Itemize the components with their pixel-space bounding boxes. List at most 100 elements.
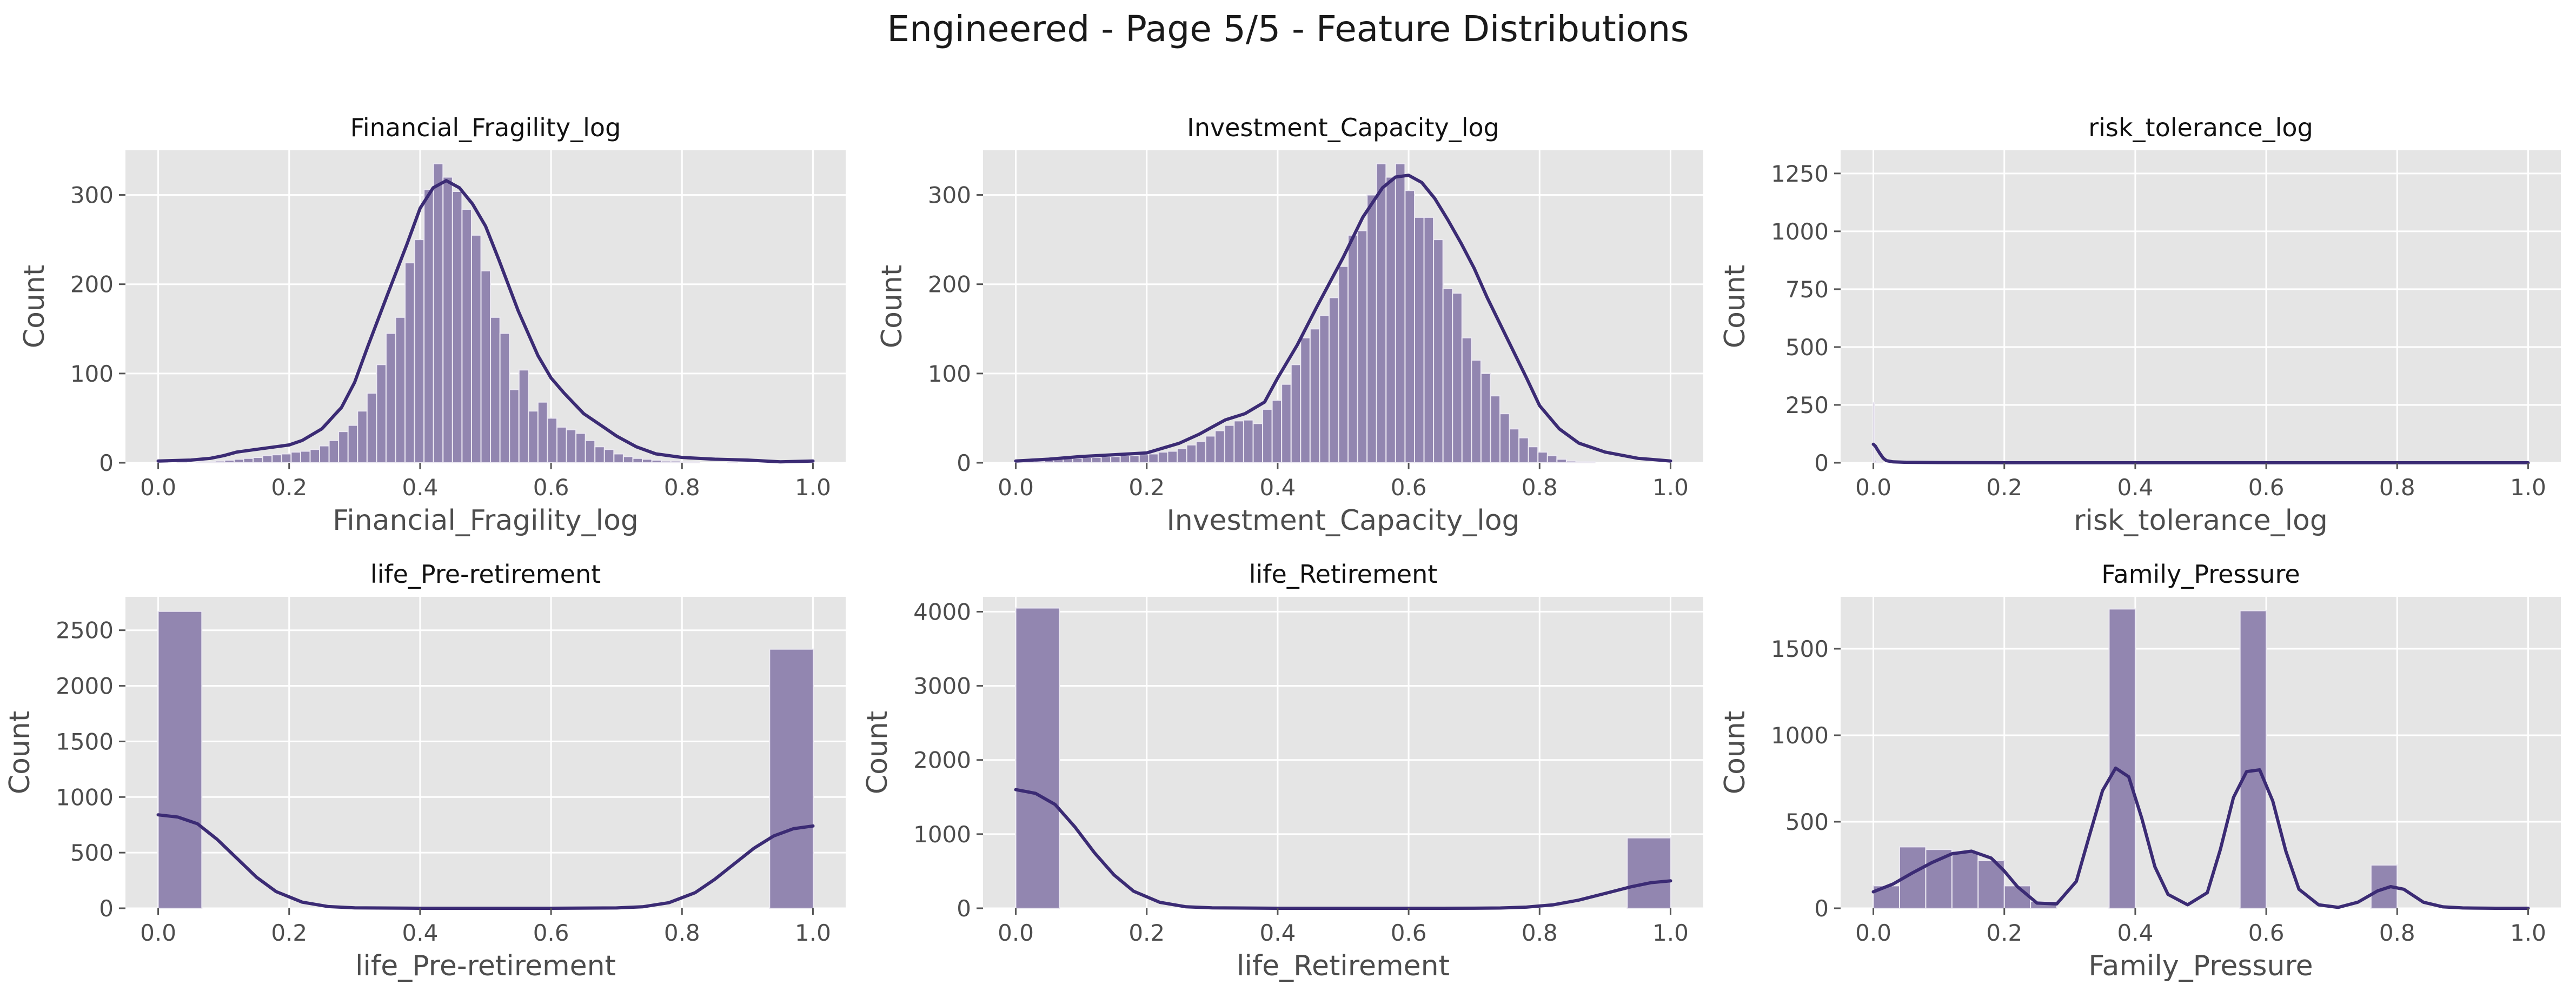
x-tick-label: 0.4 xyxy=(402,920,439,946)
x-tick-label: 0.4 xyxy=(402,474,439,501)
histogram-bar xyxy=(689,461,700,464)
histogram-bar xyxy=(1252,423,1264,464)
histogram-bar xyxy=(680,461,691,464)
kde-line xyxy=(1871,766,2530,910)
y-axis-label: Count xyxy=(18,265,51,348)
histogram-bar xyxy=(1328,297,1339,463)
histogram-bar xyxy=(1565,460,1577,464)
histogram-bar xyxy=(1357,230,1368,463)
x-tick-label: 0.0 xyxy=(140,474,176,501)
histogram-bar xyxy=(1110,456,1121,464)
histogram-bar xyxy=(1347,234,1358,463)
histogram-bar xyxy=(1300,337,1311,463)
x-tick-label: 0.2 xyxy=(1128,920,1165,946)
histogram-bar xyxy=(1091,457,1102,464)
subplot-title: Financial_Fragility_log xyxy=(350,113,621,142)
histogram-bar xyxy=(1626,837,1672,909)
kde-line xyxy=(156,813,815,910)
x-tick-label: 0.0 xyxy=(1855,474,1891,501)
x-tick-label: 0.2 xyxy=(1986,920,2022,946)
x-tick-label: 0.6 xyxy=(2248,474,2285,501)
histogram-bar xyxy=(1395,163,1406,463)
subplot-1: 0.0 0.2 0.4 0.6 0.8 1.0 0 100 200 300 Financial_Fr… xyxy=(18,113,846,537)
histogram-bar xyxy=(1442,288,1453,463)
histogram-bar xyxy=(338,431,349,464)
histogram-bar xyxy=(594,446,605,464)
histogram-bar xyxy=(556,426,567,464)
histogram-bar xyxy=(603,449,615,464)
histogram-bar xyxy=(376,364,387,463)
x-axis-label: Financial_Fragility_log xyxy=(333,504,639,537)
histogram-bar xyxy=(1585,461,1596,464)
histogram-bar xyxy=(585,440,596,464)
histogram-bar xyxy=(300,450,311,464)
histogram-bar xyxy=(2239,610,2267,909)
y-tick-label: 500 xyxy=(1785,809,1829,835)
y-tick-label: 0 xyxy=(957,895,971,922)
x-tick-label: 0.4 xyxy=(2117,920,2154,946)
histogram-bar xyxy=(461,208,472,463)
histogram-bar xyxy=(1196,441,1206,464)
histogram-bar xyxy=(537,401,548,464)
subplot-5: 0.0 0.2 0.4 0.6 0.8 1.0 0 1000 2000 3000 4000 life_… xyxy=(861,560,1703,982)
histogram-bar xyxy=(195,461,207,464)
y-tick-label: 300 xyxy=(70,182,114,209)
histogram-bar xyxy=(1376,163,1387,463)
y-tick-label: 100 xyxy=(928,361,971,387)
x-tick-label: 0.2 xyxy=(1128,474,1165,501)
histogram-bar xyxy=(1281,383,1292,463)
histogram-bar xyxy=(243,457,254,464)
subplot-2: 0.0 0.2 0.4 0.6 0.8 1.0 0 100 200 300 Investment_C… xyxy=(876,113,1703,537)
histogram-bar xyxy=(1081,457,1093,464)
histogram-bar xyxy=(347,424,358,464)
histogram-bar xyxy=(769,648,814,909)
histogram-bar xyxy=(1951,850,1979,909)
x-axis-label: life_Retirement xyxy=(1237,950,1450,982)
histogram-bar xyxy=(385,332,396,463)
histogram-bar xyxy=(357,410,368,464)
y-axis-label: Count xyxy=(4,711,36,794)
histogram-bar xyxy=(670,460,681,464)
histogram-bar xyxy=(1290,364,1302,463)
x-axis-label: risk_tolerance_log xyxy=(2074,504,2328,537)
histogram-bar xyxy=(1556,458,1567,464)
histogram-bar xyxy=(1186,444,1197,464)
x-tick-label: 0.8 xyxy=(2379,474,2415,501)
histogram-bar xyxy=(1119,455,1131,464)
histogram-bar xyxy=(1233,420,1244,464)
histogram-bar xyxy=(224,460,235,464)
histogram-bar xyxy=(547,417,557,464)
histogram-bar xyxy=(1509,428,1520,464)
y-axis-label: Count xyxy=(861,711,894,794)
histogram-bar xyxy=(1224,424,1235,464)
y-tick-label: 500 xyxy=(70,840,114,866)
histogram-bar xyxy=(2108,608,2136,909)
x-tick-label: 1.0 xyxy=(1652,920,1689,946)
x-tick-label: 1.0 xyxy=(2510,474,2546,501)
x-tick-label: 0.8 xyxy=(1522,920,1558,946)
histogram-bar xyxy=(1167,450,1178,464)
y-axis-label: Count xyxy=(1719,265,1751,348)
x-tick-label: 0.2 xyxy=(1986,474,2022,501)
histogram-bar xyxy=(1385,176,1396,463)
histogram-bar xyxy=(1518,437,1529,464)
histogram-bar xyxy=(253,457,263,464)
plot-area-5 xyxy=(983,597,1703,908)
y-tick-label: 1500 xyxy=(56,728,114,755)
histogram-bar xyxy=(642,458,653,464)
histogram-bar xyxy=(1271,400,1283,464)
histogram-bar xyxy=(1423,216,1435,463)
histogram-bar xyxy=(1413,216,1425,463)
histogram-bar xyxy=(309,449,321,464)
histogram-bar xyxy=(1490,395,1501,464)
histogram-bar xyxy=(214,460,225,464)
histogram-bar xyxy=(1072,457,1083,464)
histogram-bar xyxy=(1461,337,1472,463)
histogram-bar xyxy=(1157,451,1169,464)
histogram-bar xyxy=(499,332,510,463)
histogram-bar xyxy=(404,262,415,463)
x-tick-label: 0.8 xyxy=(1522,474,1558,501)
histogram-bar xyxy=(470,234,482,463)
histogram-bar xyxy=(414,239,425,463)
